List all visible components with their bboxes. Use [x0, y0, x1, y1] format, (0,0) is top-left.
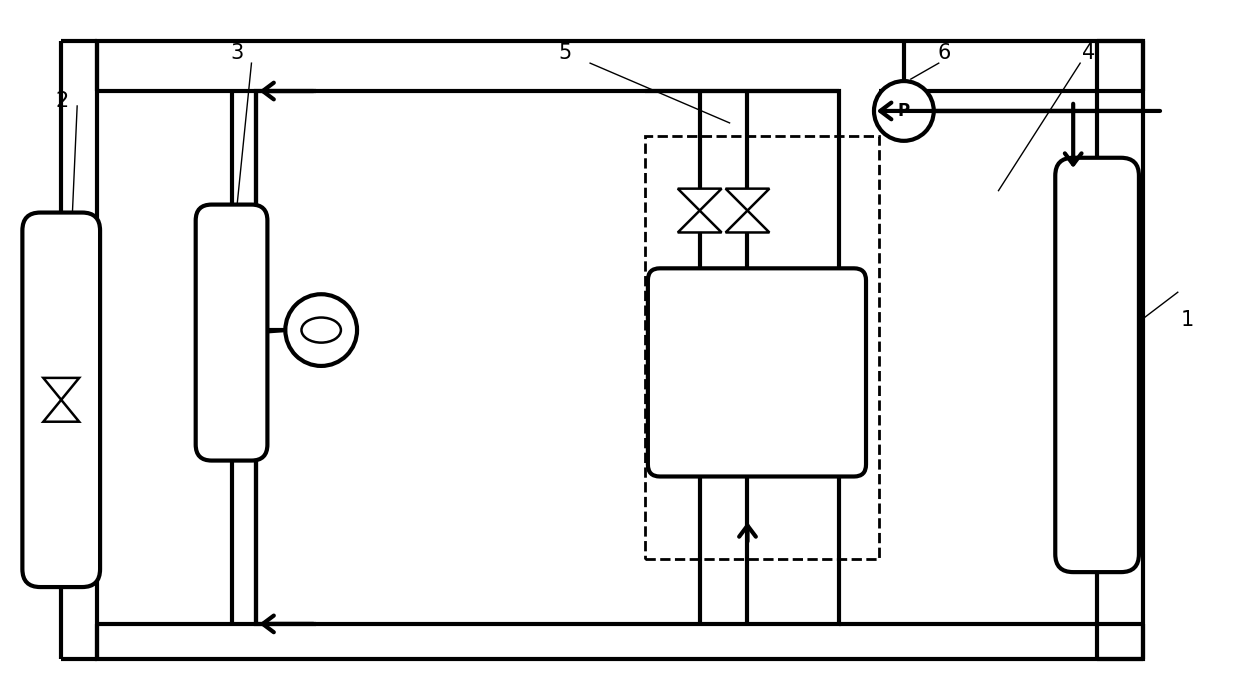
Text: 2: 2	[56, 91, 69, 111]
Polygon shape	[678, 211, 722, 232]
Text: 6: 6	[937, 43, 950, 63]
Circle shape	[874, 81, 934, 141]
Polygon shape	[725, 211, 769, 232]
Text: 4: 4	[1081, 43, 1095, 63]
FancyBboxPatch shape	[1055, 158, 1138, 572]
Text: P: P	[898, 102, 910, 120]
FancyBboxPatch shape	[22, 213, 100, 587]
Polygon shape	[725, 188, 769, 211]
Text: 3: 3	[229, 43, 243, 63]
Text: 5: 5	[558, 43, 572, 63]
Circle shape	[285, 294, 357, 366]
Bar	[97, 41, 1143, 659]
Text: 1: 1	[1182, 310, 1194, 330]
Bar	[645, 136, 879, 559]
Polygon shape	[678, 188, 722, 211]
FancyBboxPatch shape	[196, 204, 268, 461]
Bar	[257, 91, 839, 624]
FancyBboxPatch shape	[647, 268, 866, 477]
